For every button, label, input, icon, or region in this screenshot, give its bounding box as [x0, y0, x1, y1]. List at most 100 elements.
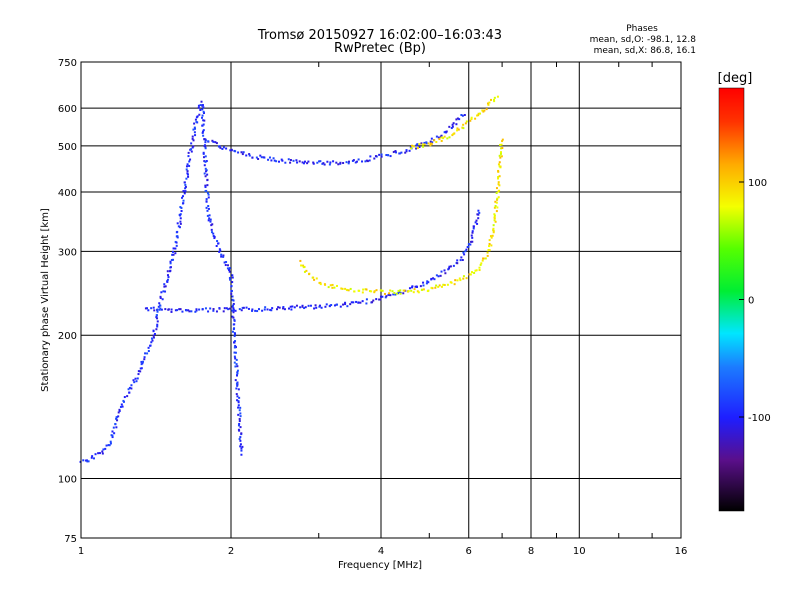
- echo-point: [333, 286, 336, 289]
- echo-point: [440, 270, 443, 273]
- echo-point: [222, 255, 225, 258]
- echo-point: [485, 108, 488, 111]
- echo-point: [472, 225, 475, 228]
- echo-point: [156, 320, 159, 323]
- y-axis-label: Stationary phase Virtual Height [km]: [40, 208, 51, 392]
- echo-point: [203, 119, 206, 122]
- echo-point: [227, 308, 230, 311]
- echo-point: [204, 155, 207, 158]
- axis-ticks: 1 2 4 6 8 10 16 75 100 200 300 400 500 600 750: [58, 58, 687, 557]
- y-tick-label: 600: [58, 104, 77, 115]
- echo-point: [87, 460, 90, 463]
- echo-point: [245, 306, 248, 309]
- echo-point: [415, 147, 418, 150]
- echo-point: [153, 332, 156, 335]
- echo-point: [207, 196, 210, 199]
- echo-point: [194, 134, 197, 137]
- echo-point: [433, 278, 436, 281]
- echo-point: [140, 367, 143, 370]
- echo-point: [222, 254, 225, 257]
- echo-point: [476, 222, 479, 225]
- echo-point: [469, 273, 472, 276]
- echo-point: [179, 206, 182, 209]
- echo-point: [493, 206, 496, 209]
- echo-point: [498, 165, 501, 168]
- echo-point: [190, 310, 193, 313]
- echo-point: [429, 140, 432, 143]
- echo-point: [198, 308, 201, 311]
- echo-point: [498, 154, 501, 157]
- echo-point: [185, 309, 188, 312]
- echo-point: [440, 134, 443, 137]
- echo-point: [137, 370, 140, 373]
- echo-point: [263, 308, 266, 311]
- echo-point: [156, 308, 159, 311]
- echo-point: [267, 158, 270, 161]
- echo-point: [233, 351, 236, 354]
- echo-point: [218, 145, 221, 148]
- echo-point: [299, 306, 302, 309]
- echo-point: [175, 231, 178, 234]
- echo-point: [430, 277, 433, 280]
- echo-point: [307, 304, 310, 307]
- echo-point: [347, 160, 350, 163]
- echo-point: [463, 253, 466, 256]
- echo-point: [394, 150, 397, 153]
- echo-point: [181, 196, 184, 199]
- echo-point: [392, 293, 395, 296]
- echo-point: [498, 161, 501, 164]
- echo-point: [355, 160, 358, 163]
- echo-point: [236, 399, 239, 402]
- echo-point: [235, 358, 238, 361]
- echo-point: [237, 400, 240, 403]
- echo-point: [206, 192, 209, 195]
- echo-point: [156, 317, 159, 320]
- echo-point: [179, 213, 182, 216]
- echo-point: [128, 386, 131, 389]
- echo-point: [320, 306, 323, 309]
- echo-point: [231, 330, 234, 333]
- echo-point: [230, 148, 233, 151]
- echo-point: [228, 268, 231, 271]
- echo-point: [434, 286, 437, 289]
- echo-point: [192, 139, 195, 142]
- echo-point: [172, 247, 175, 250]
- echo-point: [447, 268, 450, 271]
- echo-point: [257, 308, 260, 311]
- echo-point: [232, 309, 235, 312]
- echo-point: [132, 379, 135, 382]
- echo-point: [238, 420, 241, 423]
- echo-point: [184, 190, 187, 193]
- echo-point: [233, 355, 236, 358]
- echo-point: [422, 281, 425, 284]
- echo-point: [260, 156, 263, 159]
- echo-point: [465, 120, 468, 123]
- echo-point: [164, 290, 167, 293]
- echo-point: [183, 192, 186, 195]
- echo-point: [418, 143, 421, 146]
- echo-point: [133, 381, 136, 384]
- echo-point: [215, 310, 218, 313]
- echo-point: [299, 259, 302, 262]
- echo-point: [178, 308, 181, 311]
- echo-point: [497, 169, 500, 172]
- echo-point: [220, 253, 223, 256]
- echo-point: [492, 224, 495, 227]
- echo-point: [239, 439, 242, 442]
- echo-point: [143, 358, 146, 361]
- echo-point: [416, 290, 419, 293]
- echo-point: [383, 292, 386, 295]
- echo-point: [209, 218, 212, 221]
- echo-point: [207, 219, 210, 222]
- x-axis-label: Frequency [MHz]: [338, 560, 422, 571]
- echo-point: [156, 323, 159, 326]
- echo-point: [118, 410, 121, 413]
- x-tick-label: 2: [228, 546, 234, 557]
- echo-point: [500, 151, 503, 154]
- echo-point: [307, 160, 310, 163]
- echo-point: [490, 236, 493, 239]
- echo-point: [442, 137, 445, 140]
- echo-point: [319, 304, 322, 307]
- echo-point: [187, 309, 190, 312]
- echo-point: [495, 187, 498, 190]
